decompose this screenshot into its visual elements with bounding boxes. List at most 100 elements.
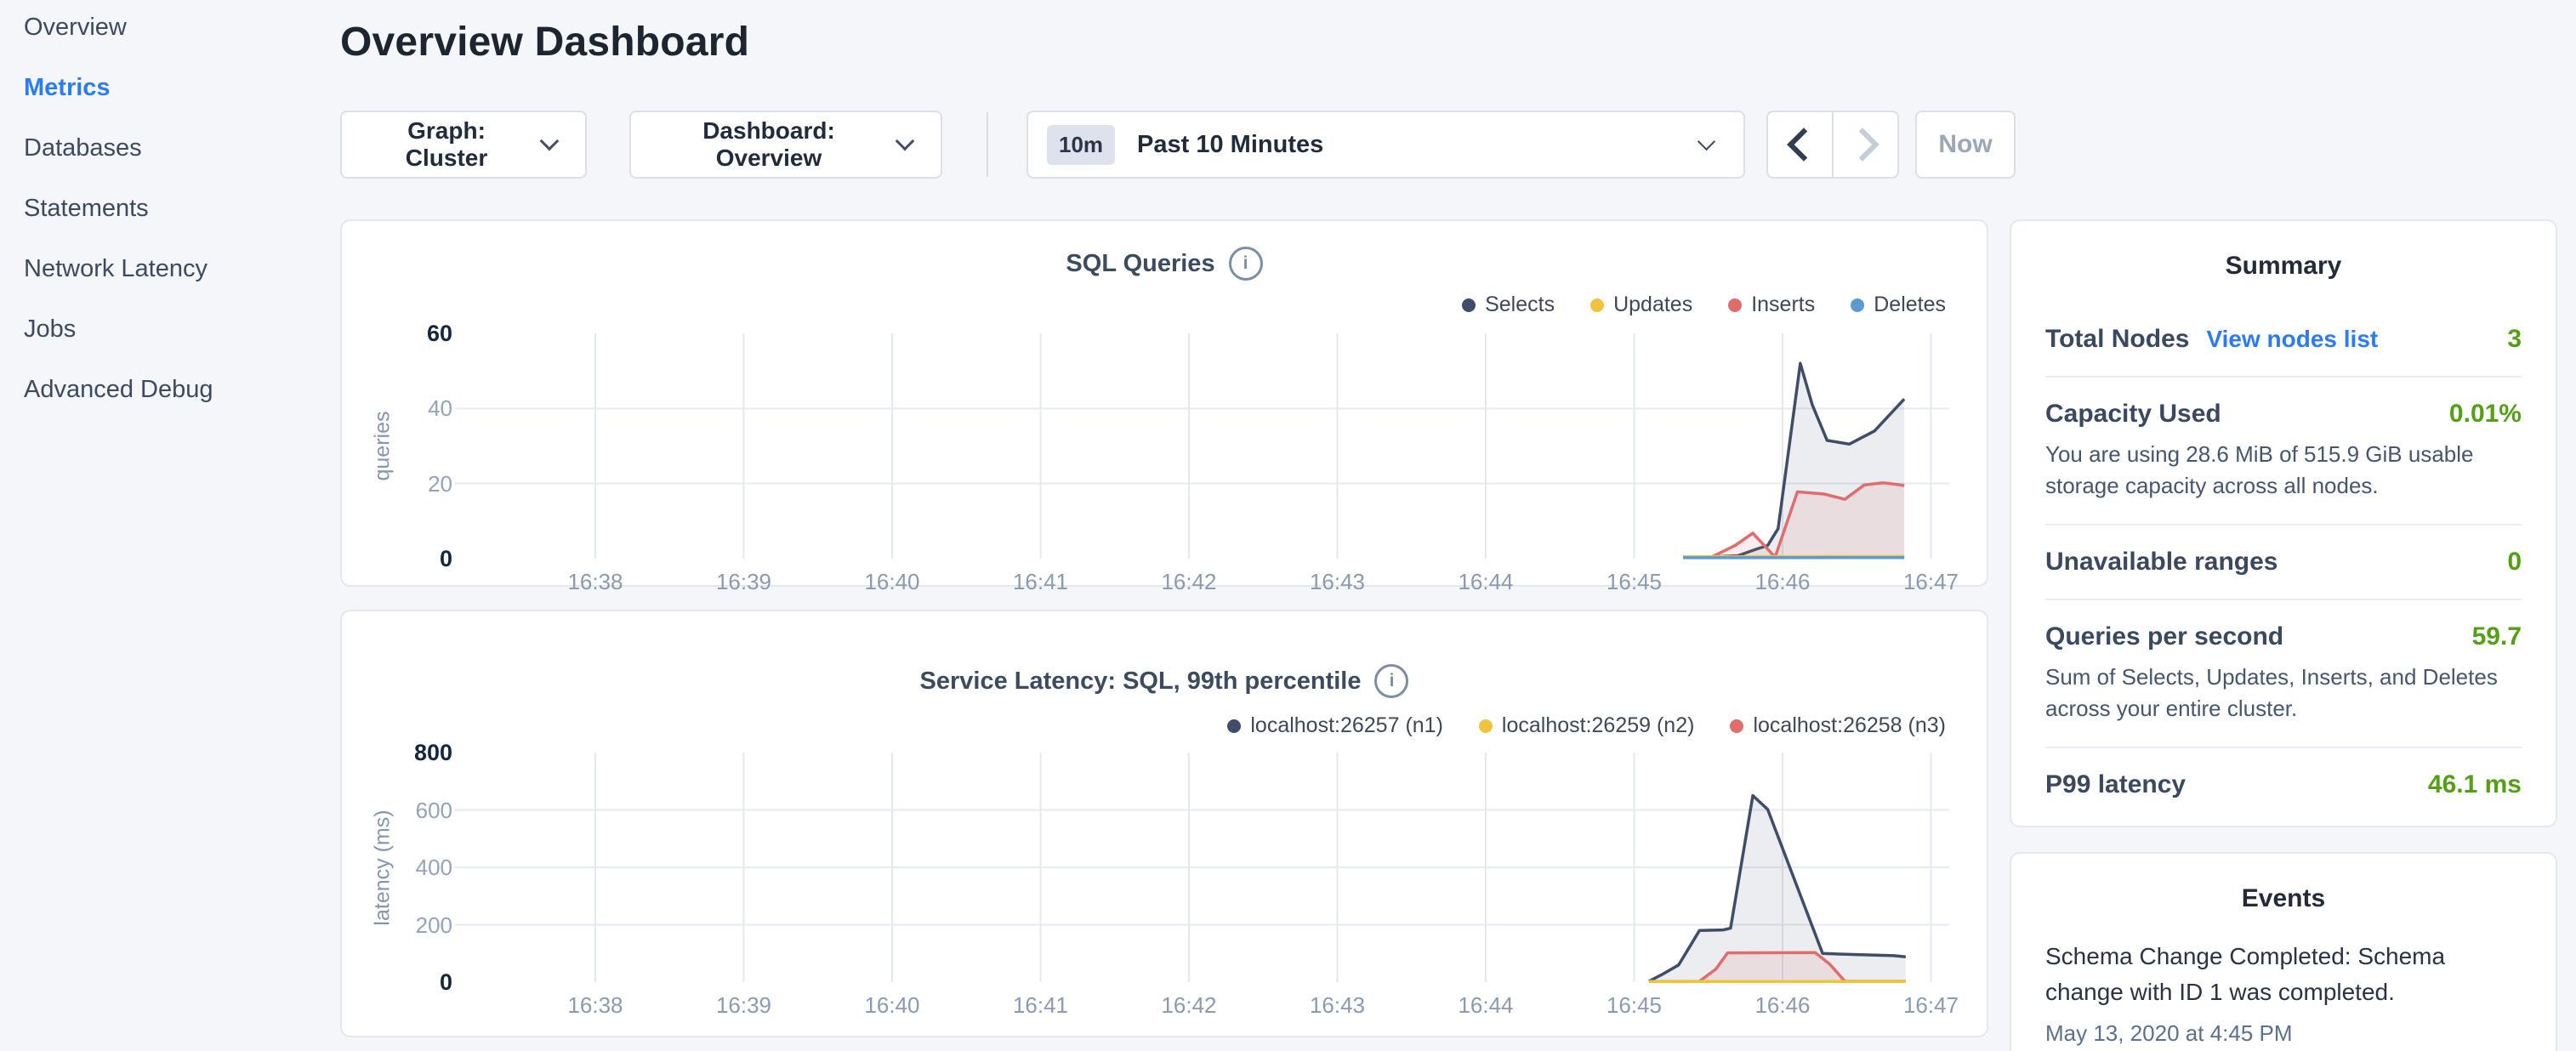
y-tick-label: 0: [342, 546, 452, 572]
y-tick-label: 800: [342, 740, 452, 766]
events-panel: Events Schema Change Completed: Schema c…: [2010, 852, 2557, 1051]
legend-item[interactable]: localhost:26259 (n2): [1479, 713, 1695, 738]
chart-legend: Selects Updates Inserts Deletes: [1462, 293, 1946, 317]
chevron-right-icon: [1845, 128, 1879, 162]
y-tick-label: 600: [342, 798, 452, 824]
app-root: OverviewMetricsDatabasesStatementsNetwor…: [0, 0, 2576, 1051]
summary-panel: Summary Total NodesView nodes list3 Capac…: [2010, 219, 2557, 827]
legend-swatch-icon: [1851, 298, 1864, 312]
x-tick-label: 16:43: [1278, 569, 1397, 595]
chart-title-row: SQL Queries i: [342, 247, 1987, 281]
chart-title: SQL Queries: [1066, 250, 1214, 278]
summary-row-header: Capacity Used0.01%: [2045, 400, 2522, 429]
x-tick-label: 16:46: [1723, 992, 1842, 1019]
summary-row-header: Unavailable ranges 0: [2045, 548, 2522, 577]
events-list: Schema Change Completed: Schema change w…: [2011, 939, 2556, 1047]
summary-title: Summary: [2011, 252, 2556, 281]
chevron-down-icon: [896, 132, 915, 151]
x-tick-label: 16:41: [981, 569, 1100, 595]
legend-swatch-icon: [1479, 719, 1493, 733]
x-tick-label: 16:40: [833, 992, 952, 1019]
legend-label: localhost:26259 (n2): [1502, 713, 1695, 738]
legend-label: Selects: [1485, 293, 1555, 317]
summary-row-header: Total NodesView nodes list3: [2045, 325, 2522, 354]
dashboard-dropdown[interactable]: Dashboard: Overview: [629, 111, 942, 179]
summary-row-label: Queries per second: [2045, 622, 2283, 651]
sidebar-item-advanced-debug[interactable]: Advanced Debug: [24, 378, 340, 402]
legend-item[interactable]: Deletes: [1851, 293, 1946, 317]
legend-swatch-icon: [1590, 298, 1604, 312]
chart-plot-area[interactable]: [465, 753, 1949, 982]
chevron-down-icon: [540, 132, 560, 151]
toolbar-divider: [987, 112, 988, 177]
x-tick-label: 16:39: [685, 569, 804, 595]
info-icon[interactable]: i: [1374, 664, 1408, 698]
legend-label: Updates: [1613, 293, 1692, 317]
summary-row-label: Unavailable ranges: [2045, 548, 2277, 577]
summary-row-description: Sum of Selects, Updates, Inserts, and De…: [2045, 662, 2522, 724]
sidebar-item-network-latency[interactable]: Network Latency: [24, 257, 340, 281]
summary-row-label: P99 latency: [2045, 770, 2186, 799]
summary-row-description: You are using 28.6 MiB of 515.9 GiB usab…: [2045, 439, 2522, 502]
sidebar-item-statements[interactable]: Statements: [24, 196, 340, 221]
x-tick-label: 16:46: [1723, 569, 1842, 595]
summary-row-header: P99 latency46.1 ms: [2045, 770, 2522, 799]
legend-label: localhost:26257 (n1): [1250, 713, 1443, 738]
chart-plot-area[interactable]: [465, 333, 1949, 559]
legend-label: Deletes: [1874, 293, 1946, 317]
sql-queries-chart-card: SQL Queries i Selects Updates Inserts Deletes…: [340, 219, 1988, 587]
y-tick-label: 40: [342, 395, 452, 422]
y-tick-label: 0: [342, 969, 452, 996]
summary-row-value: 0: [2507, 548, 2522, 577]
x-tick-label: 16:45: [1575, 992, 1694, 1019]
legend-item[interactable]: Updates: [1590, 293, 1692, 317]
legend-label: localhost:26258 (n3): [1753, 713, 1946, 738]
view-nodes-list-link[interactable]: View nodes list: [2206, 326, 2378, 353]
chart-title-row: Service Latency: SQL, 99th percentilei: [342, 664, 1987, 698]
summary-row: Capacity Used0.01% You are using 28.6 MiB…: [2045, 378, 2522, 526]
x-tick-label: 16:47: [1872, 992, 1991, 1019]
x-tick-label: 16:38: [536, 992, 655, 1019]
summary-row-header: Queries per second 59.7: [2045, 622, 2522, 651]
legend-swatch-icon: [1728, 298, 1742, 312]
y-tick-label: 60: [342, 321, 452, 347]
chevron-left-icon: [1787, 128, 1821, 162]
summary-row: Queries per second 59.7 Sum of Selects, Up…: [2045, 600, 2522, 748]
x-tick-label: 16:40: [833, 569, 952, 595]
time-window-label: Past 10 Minutes: [1137, 131, 1323, 159]
x-tick-label: 16:47: [1872, 569, 1991, 595]
legend-item[interactable]: localhost:26258 (n3): [1730, 713, 1946, 738]
y-tick-label: 400: [342, 855, 452, 881]
sidebar-item-jobs[interactable]: Jobs: [24, 317, 340, 342]
toolbar: Graph: Cluster Dashboard: Overview 10m P…: [0, 111, 2576, 179]
legend-item[interactable]: Inserts: [1728, 293, 1815, 317]
summary-row-value: 0.01%: [2449, 400, 2522, 429]
time-forward-button[interactable]: [1834, 112, 1897, 177]
legend-item[interactable]: localhost:26257 (n1): [1227, 713, 1443, 738]
x-tick-label: 16:44: [1426, 992, 1545, 1019]
page-title: Overview Dashboard: [340, 19, 749, 65]
legend-item[interactable]: Selects: [1462, 293, 1555, 317]
y-tick-label: 20: [342, 471, 452, 497]
event-item[interactable]: Schema Change Completed: Schema change w…: [2045, 939, 2522, 1047]
x-tick-label: 16:41: [981, 992, 1100, 1019]
x-tick-label: 16:43: [1278, 992, 1397, 1019]
event-message: Schema Change Completed: Schema change w…: [2045, 939, 2522, 1010]
time-range-picker[interactable]: 10m Past 10 Minutes: [1026, 111, 1745, 179]
summary-row-value: 59.7: [2472, 622, 2522, 651]
summary-row: Total NodesView nodes list3: [2045, 303, 2522, 378]
time-backward-button[interactable]: [1768, 112, 1834, 177]
now-button[interactable]: Now: [1915, 111, 2016, 179]
info-icon[interactable]: i: [1229, 247, 1263, 281]
time-window-badge: 10m: [1047, 125, 1115, 165]
event-timestamp: May 13, 2020 at 4:45 PM: [2045, 1020, 2522, 1047]
graph-dropdown[interactable]: Graph: Cluster: [340, 111, 587, 179]
summary-rows: Total NodesView nodes list3 Capacity Used…: [2011, 303, 2556, 821]
summary-row: P99 latency46.1 ms: [2045, 748, 2522, 821]
chevron-down-icon: [1697, 132, 1715, 150]
time-step-button-group: [1766, 111, 1899, 179]
sidebar-item-metrics[interactable]: Metrics: [24, 76, 340, 100]
x-tick-label: 16:42: [1129, 992, 1248, 1019]
sidebar-item-overview[interactable]: Overview: [24, 15, 340, 40]
dashboard-dropdown-label: Dashboard: Overview: [660, 117, 878, 172]
